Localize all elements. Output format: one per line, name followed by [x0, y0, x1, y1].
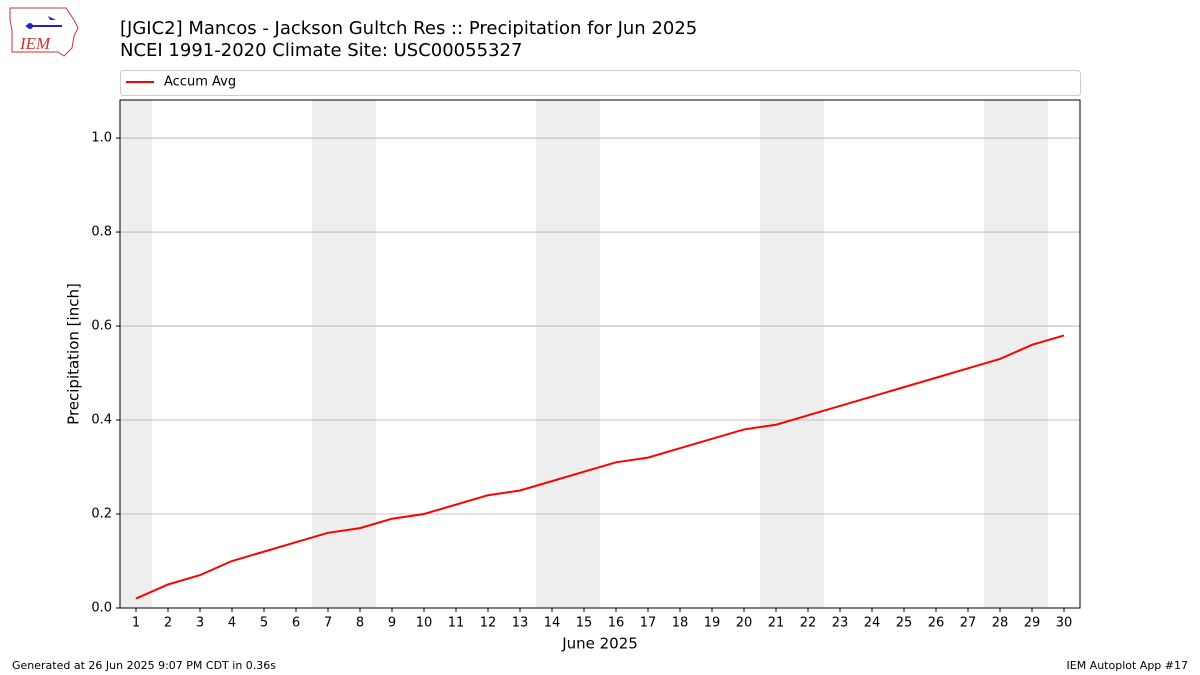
footer-right: IEM Autoplot App #17: [1067, 659, 1189, 672]
legend-box: [120, 70, 1081, 96]
logo-text: IEM: [19, 34, 51, 53]
x-tick-label: 10: [416, 616, 433, 631]
x-tick-label: 18: [672, 616, 689, 631]
y-tick-label: 0.2: [91, 507, 112, 522]
plot-frame: [119, 99, 1081, 609]
logo-icon: [48, 16, 56, 20]
weekend-band: [536, 100, 600, 608]
x-axis-label: June 2025: [561, 635, 638, 653]
x-tick-label: 8: [356, 616, 364, 631]
x-tick-label: 30: [1056, 616, 1073, 631]
y-tick-label: 0.0: [91, 601, 112, 616]
chart-subtitle: NCEI 1991-2020 Climate Site: USC00055327: [120, 40, 522, 61]
x-tick-label: 25: [896, 616, 913, 631]
legend-label: Accum Avg: [164, 75, 236, 90]
y-tick-label: 1.0: [91, 131, 112, 146]
x-tick-label: 13: [512, 616, 529, 631]
x-tick-label: 16: [608, 616, 625, 631]
footer-left: Generated at 26 Jun 2025 9:07 PM CDT in …: [12, 659, 276, 672]
x-tick-label: 14: [544, 616, 561, 631]
x-tick-label: 4: [228, 616, 236, 631]
x-tick-label: 22: [800, 616, 817, 631]
x-tick-label: 29: [1024, 616, 1041, 631]
x-tick-label: 27: [960, 616, 977, 631]
x-tick-label: 11: [448, 616, 465, 631]
weekend-band: [760, 100, 824, 608]
chart-title: [JGIC2] Mancos - Jackson Gultch Res :: P…: [120, 18, 697, 39]
x-tick-label: 9: [388, 616, 396, 631]
x-tick-label: 21: [768, 616, 785, 631]
x-tick-label: 15: [576, 616, 593, 631]
x-tick-label: 5: [260, 616, 268, 631]
x-tick-label: 6: [292, 616, 300, 631]
x-tick-label: 2: [164, 616, 172, 631]
x-tick-label: 23: [832, 616, 849, 631]
x-tick-label: 28: [992, 616, 1009, 631]
x-tick-label: 3: [196, 616, 204, 631]
y-tick-label: 0.6: [91, 319, 112, 334]
x-tick-label: 20: [736, 616, 753, 631]
x-tick-label: 19: [704, 616, 721, 631]
weekend-band: [312, 100, 376, 608]
x-tick-label: 24: [864, 616, 881, 631]
x-tick-label: 17: [640, 616, 657, 631]
logo-icon: [27, 23, 33, 29]
x-tick-label: 26: [928, 616, 945, 631]
x-tick-label: 1: [132, 616, 140, 631]
logo: IEM: [9, 7, 79, 57]
x-tick-label: 7: [324, 616, 332, 631]
y-tick-label: 0.8: [91, 225, 112, 240]
logo-outline: [9, 7, 79, 57]
weekend-band: [120, 100, 152, 608]
y-tick-label: 0.4: [91, 413, 112, 428]
y-axis-label: Precipitation [inch]: [65, 283, 83, 425]
weekend-band: [984, 100, 1048, 608]
line: [135, 334, 1065, 600]
x-tick-label: 12: [480, 616, 497, 631]
